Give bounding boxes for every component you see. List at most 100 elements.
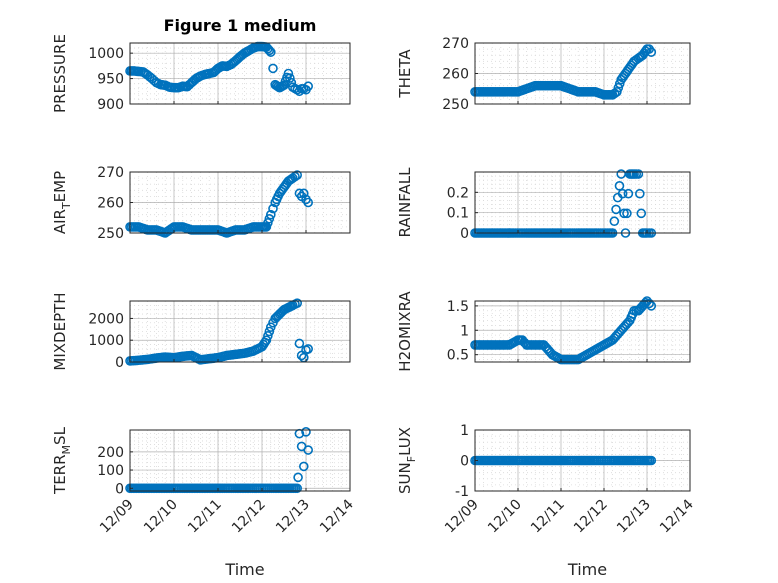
data-point [303,197,314,208]
data-point [640,46,651,56]
data-point [193,225,204,235]
data-point [229,349,239,360]
x-tick-label: 12/13 [273,497,313,537]
plot-area [475,172,690,233]
data-point [246,222,257,233]
subplot-rainfall: 0 0.1 0.2 RAINFALL [396,167,691,242]
axes-frame [129,429,351,492]
data-point [263,331,273,341]
data-point [273,191,283,202]
data-point [303,81,314,92]
data-point [303,344,314,354]
data-point [193,354,204,364]
data-point [626,60,637,71]
y-tick-label: 0.1 [447,206,469,222]
y-axis-label: H2OMIXRA [396,291,414,372]
y-tick-label: 1000 [88,46,124,62]
y-axis-label: TERRMSL [51,426,73,495]
x-axis-label-right: Time [567,560,607,579]
x-tick-label: 12/10 [141,497,181,537]
data-point [202,354,213,364]
data-point [141,354,151,365]
x-tick-label: 12/09 [97,497,137,537]
subplot-pressure: 900 950 1000 PRESSURE [51,34,351,113]
data-point [617,188,628,199]
x-tick-label: 12/09 [442,497,482,537]
y-tick-label: 1 [460,323,469,339]
figure-title: Figure 1 medium [164,16,317,35]
data-point [613,82,624,93]
y-tick-label: 270 [97,165,124,181]
y-tick-label: 200 [97,445,124,461]
y-tick-label: 100 [97,463,124,479]
y-axis-label: PRESSURE [51,34,69,113]
data-point [202,225,213,235]
data-point [277,81,288,91]
x-axis-label-left: Time [224,560,264,579]
data-point [132,355,142,366]
data-point [293,472,303,483]
data-point [627,169,638,179]
subplot-sun-flux: -1 0 1 12/09 12/10 12/11 12/12 12/13 12/14 SUNFLU… [396,423,697,536]
subplot-theta: 250 260 270 THETA [396,36,691,113]
x-tick-label: 12/14 [657,496,697,536]
data-point [303,445,314,455]
data-point [258,339,269,350]
x-tick-label: 12/12 [229,497,269,537]
data-point [623,188,634,199]
data-point [273,81,283,92]
axes-frame [129,300,351,363]
y-tick-label: 1 [460,423,469,439]
data-point [639,48,649,58]
data-point [255,222,266,232]
data-point [558,455,569,466]
y-tick-label: 260 [442,67,469,83]
y-tick-label: 260 [97,196,124,212]
data-point [611,204,621,215]
data-point [268,63,278,74]
data-point [294,338,305,349]
data-point [301,427,311,437]
data-point [220,351,230,361]
data-point [290,171,300,182]
data-point [229,225,239,236]
y-tick-label: 1000 [88,333,124,349]
y-axis-label: RAINFALL [396,167,414,238]
y-tick-label: 250 [442,97,469,113]
y-tick-label: 0 [115,481,124,497]
data-point [639,299,649,310]
data-point [167,82,177,93]
data-point [609,216,620,227]
data-point [158,352,169,363]
x-tick-label: 12/14 [317,496,357,536]
axes-frame [474,300,691,363]
data-point [619,208,629,219]
subplot-h2omixra: 0.5 1 1.5 H2OMIXRA [396,291,691,372]
y-tick-label: 950 [97,72,124,88]
y-tick-label: 0 [460,454,469,470]
data-point [614,181,625,191]
y-tick-label: 900 [97,97,124,113]
data-point [298,461,309,472]
x-tick-label: 12/11 [528,497,568,537]
data-point [290,299,300,310]
y-tick-label: 0 [460,226,469,242]
y-axis-label: MIXDEPTH [51,292,69,370]
data-point [507,455,517,466]
data-point [290,483,301,494]
data-point [621,319,632,330]
y-axis-label: AIRTEMP [51,171,73,234]
data-point [268,203,278,214]
data-point [544,345,554,356]
y-axis-label: THETA [396,49,414,99]
y-tick-label: 0 [115,355,124,371]
y-tick-label: 0.5 [447,348,469,364]
y-tick-label: 2000 [88,311,124,327]
y-tick-label: -1 [455,484,469,500]
data-point [636,208,647,219]
data-point [622,208,632,219]
data-point [276,186,286,197]
data-point [290,83,300,94]
data-point [264,326,275,337]
data-point [644,298,654,309]
